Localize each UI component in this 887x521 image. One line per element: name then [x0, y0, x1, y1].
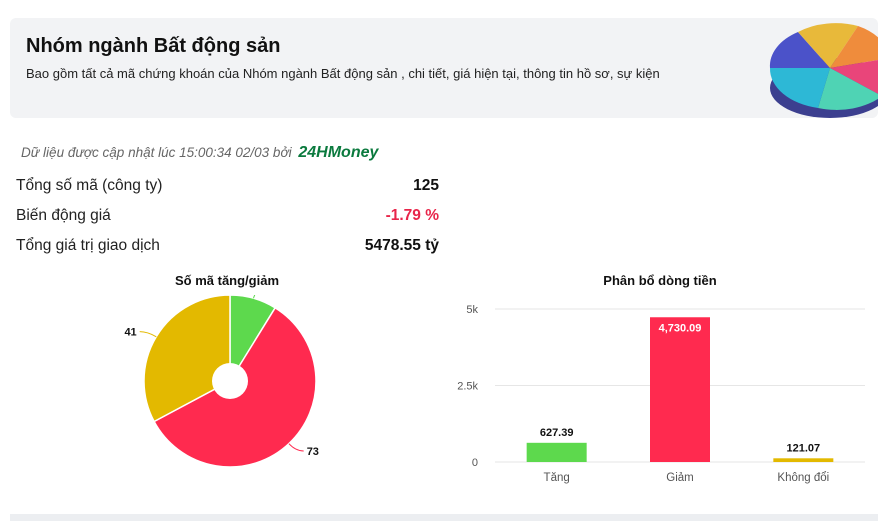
y-tick-label: 5k — [466, 304, 478, 316]
bar-chart-title: Phân bổ dòng tiền — [603, 273, 717, 288]
pie-label-connector — [253, 295, 256, 299]
bar[interactable] — [526, 442, 587, 462]
stat-label: Biến động giá — [16, 207, 111, 224]
pie-label-connector — [288, 443, 304, 452]
pie-data-label: 41 — [124, 327, 136, 339]
stat-trade-value: Tổng giá trị giao dịch 5478.55 tỷ — [16, 237, 439, 261]
stat-value: 125 — [413, 177, 439, 194]
stat-total-tickers: Tổng số mã (công ty) 125 — [16, 177, 439, 201]
bar-chart: 0 2.5k 5k 627.39 Tăng 4,730.09 Giảm 121.07 Không… — [457, 304, 865, 484]
stat-value: 5478.55 tỷ — [364, 237, 439, 254]
page-description: Bao gồm tất cả mã chứng khoán của Nhóm n… — [26, 66, 660, 81]
stat-price-change: Biến động giá -1.79 % — [16, 207, 439, 231]
pie-chart-illustration-icon — [769, 23, 878, 118]
brand-link[interactable]: 24HMoney — [298, 144, 379, 161]
y-tick-label: 2.5k — [457, 381, 478, 393]
bar[interactable] — [773, 458, 834, 462]
donut-hole — [212, 363, 248, 399]
bar-data-label: 121.07 — [787, 442, 821, 454]
pie-chart: 11 73 41 — [124, 295, 319, 468]
bar-data-label: 4,730.09 — [659, 322, 702, 334]
pie-chart-title: Số mã tăng/giảm — [174, 273, 280, 288]
page-header: Nhóm ngành Bất động sản Bao gồm tất cả m… — [10, 18, 878, 118]
stat-value: -1.79 % — [385, 207, 439, 224]
x-tick-label: Tăng — [544, 472, 570, 484]
pie-data-label: 11 — [267, 295, 279, 296]
bar[interactable] — [650, 317, 710, 462]
pie-slice[interactable] — [143, 295, 231, 423]
stat-label: Tổng giá trị giao dịch — [16, 237, 160, 254]
pie-data-label: 73 — [307, 446, 319, 458]
page-title: Nhóm ngành Bất động sản — [26, 35, 281, 57]
x-tick-label: Không đổi — [777, 472, 829, 484]
pie-label-connector — [139, 331, 157, 338]
x-tick-label: Giảm — [666, 472, 693, 484]
stat-label: Tổng số mã (công ty) — [16, 177, 163, 194]
y-tick-label: 0 — [472, 457, 478, 469]
bar-data-label: 627.39 — [540, 427, 574, 439]
update-info: Dữ liệu được cập nhật lúc 15:00:34 02/03… — [21, 144, 378, 162]
table-header-strip — [10, 514, 878, 521]
update-text: Dữ liệu được cập nhật lúc 15:00:34 02/03… — [21, 145, 292, 160]
